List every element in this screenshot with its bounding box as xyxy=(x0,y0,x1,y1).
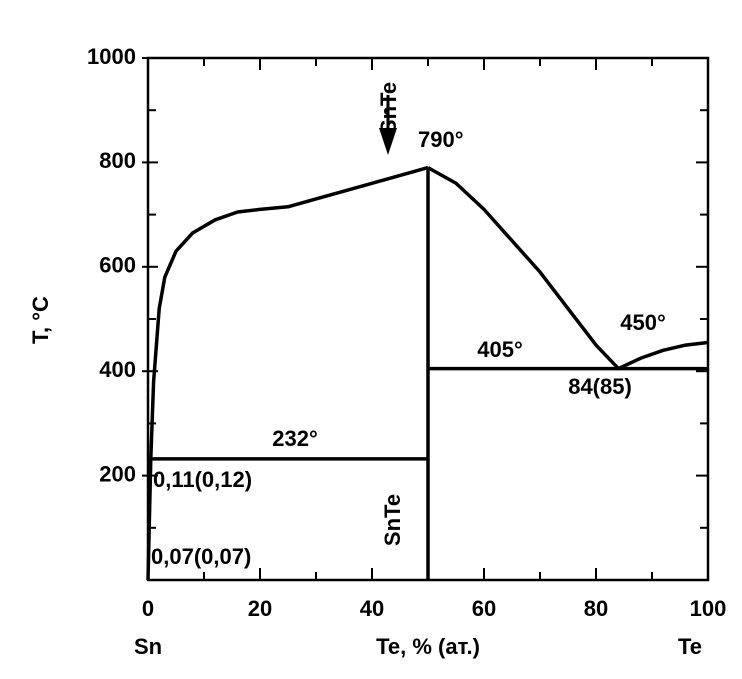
x-tick-label: 60 xyxy=(472,596,496,621)
y-tick-label: 600 xyxy=(99,253,136,278)
annotation: 0,07(0,07) xyxy=(151,544,251,569)
annotation: 790° xyxy=(418,127,464,152)
x-tick-label: 100 xyxy=(690,596,727,621)
arrow-head xyxy=(379,128,397,155)
y-tick-label: 400 xyxy=(99,357,136,382)
x-tick-label: 20 xyxy=(248,596,272,621)
x-tick-label: 80 xyxy=(584,596,608,621)
x-tick-label: 0 xyxy=(142,596,154,621)
annotation: 232° xyxy=(272,426,318,451)
annotation: Sn xyxy=(134,634,162,659)
y-tick-label: 200 xyxy=(99,461,136,486)
x-axis-title: Te, % (ат.) xyxy=(376,634,480,659)
y-tick-label: 1000 xyxy=(87,44,136,69)
y-tick-label: 800 xyxy=(99,148,136,173)
annotation: 405° xyxy=(477,337,523,362)
x-tick-label: 40 xyxy=(360,596,384,621)
annotation: 0,11(0,12) xyxy=(153,467,252,492)
y-axis-title: T, °C xyxy=(28,296,53,344)
phase-line xyxy=(427,166,709,371)
phase-line xyxy=(146,165,429,581)
annotation: SnTe xyxy=(380,494,405,546)
annotation: Te xyxy=(678,634,702,659)
annotation: 450° xyxy=(620,310,666,335)
annotation: SnTe xyxy=(376,82,401,134)
annotation: 84(85) xyxy=(568,374,632,399)
